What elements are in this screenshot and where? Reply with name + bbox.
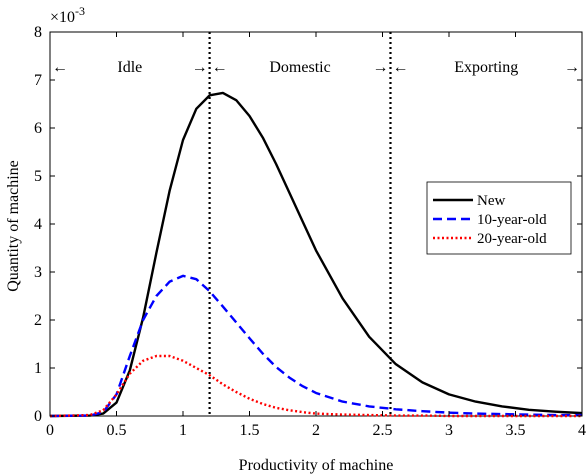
legend: New 10-year-old 20-year-old xyxy=(426,181,572,255)
x-axis-label: Productivity of machine xyxy=(239,457,394,474)
y-tick-label: 2 xyxy=(34,312,42,329)
y-tick-label: 0 xyxy=(34,408,42,425)
region-arrow-left: ← xyxy=(212,59,228,76)
x-tick-label: 3.5 xyxy=(506,422,526,439)
region-arrow-right: → xyxy=(372,59,388,76)
series-line-10-year-old xyxy=(49,274,582,418)
y-tick-label: 1 xyxy=(34,360,42,377)
y-tick-label: 4 xyxy=(34,216,42,233)
legend-label: 10-year-old xyxy=(477,212,547,228)
region-arrow-left: ← xyxy=(52,59,68,76)
x-tick-label: 3 xyxy=(445,422,453,439)
legend-label: 20-year-old xyxy=(477,231,547,247)
y-axis-scale-factor: ×10-3 xyxy=(50,4,85,26)
legend-label: New xyxy=(477,193,505,209)
region-label: Exporting xyxy=(454,59,518,76)
y-axis-label: Quantity of machine xyxy=(5,160,22,292)
y-tick-label: 8 xyxy=(34,24,42,41)
region-arrow-right: → xyxy=(564,59,580,76)
y-scale-base: ×10 xyxy=(50,9,75,26)
x-tick-label: 1 xyxy=(179,422,187,439)
series-line-20-year-old xyxy=(49,354,582,418)
y-tick-label: 6 xyxy=(34,120,42,137)
region-arrow-left: ← xyxy=(392,59,408,76)
y-tick-label: 3 xyxy=(34,264,42,281)
y-tick-label: 7 xyxy=(34,72,42,89)
region-arrow-right: → xyxy=(192,59,208,76)
x-tick-label: 4 xyxy=(578,422,586,439)
y-tick-label: 5 xyxy=(34,168,42,185)
x-tick-label: 2.5 xyxy=(373,422,393,439)
x-axis: 0 0.5 1 1.5 2 2.5 3 3.5 4 xyxy=(46,32,586,439)
x-tick-label: 2 xyxy=(312,422,320,439)
y-axis: 0 1 2 3 4 5 6 7 8 xyxy=(34,24,582,425)
series-line-new xyxy=(49,91,583,418)
region-labels: ← →Idle ← →Domestic ← →Exporting xyxy=(52,59,580,76)
region-label: Domestic xyxy=(269,59,330,76)
x-tick-label: 1.5 xyxy=(240,422,260,439)
x-tick-label: 0 xyxy=(46,422,54,439)
y-scale-exponent: -3 xyxy=(75,4,85,18)
series-layer xyxy=(49,91,583,418)
region-label: Idle xyxy=(117,59,142,76)
threshold-lines xyxy=(208,32,392,416)
x-tick-label: 0.5 xyxy=(107,422,127,439)
